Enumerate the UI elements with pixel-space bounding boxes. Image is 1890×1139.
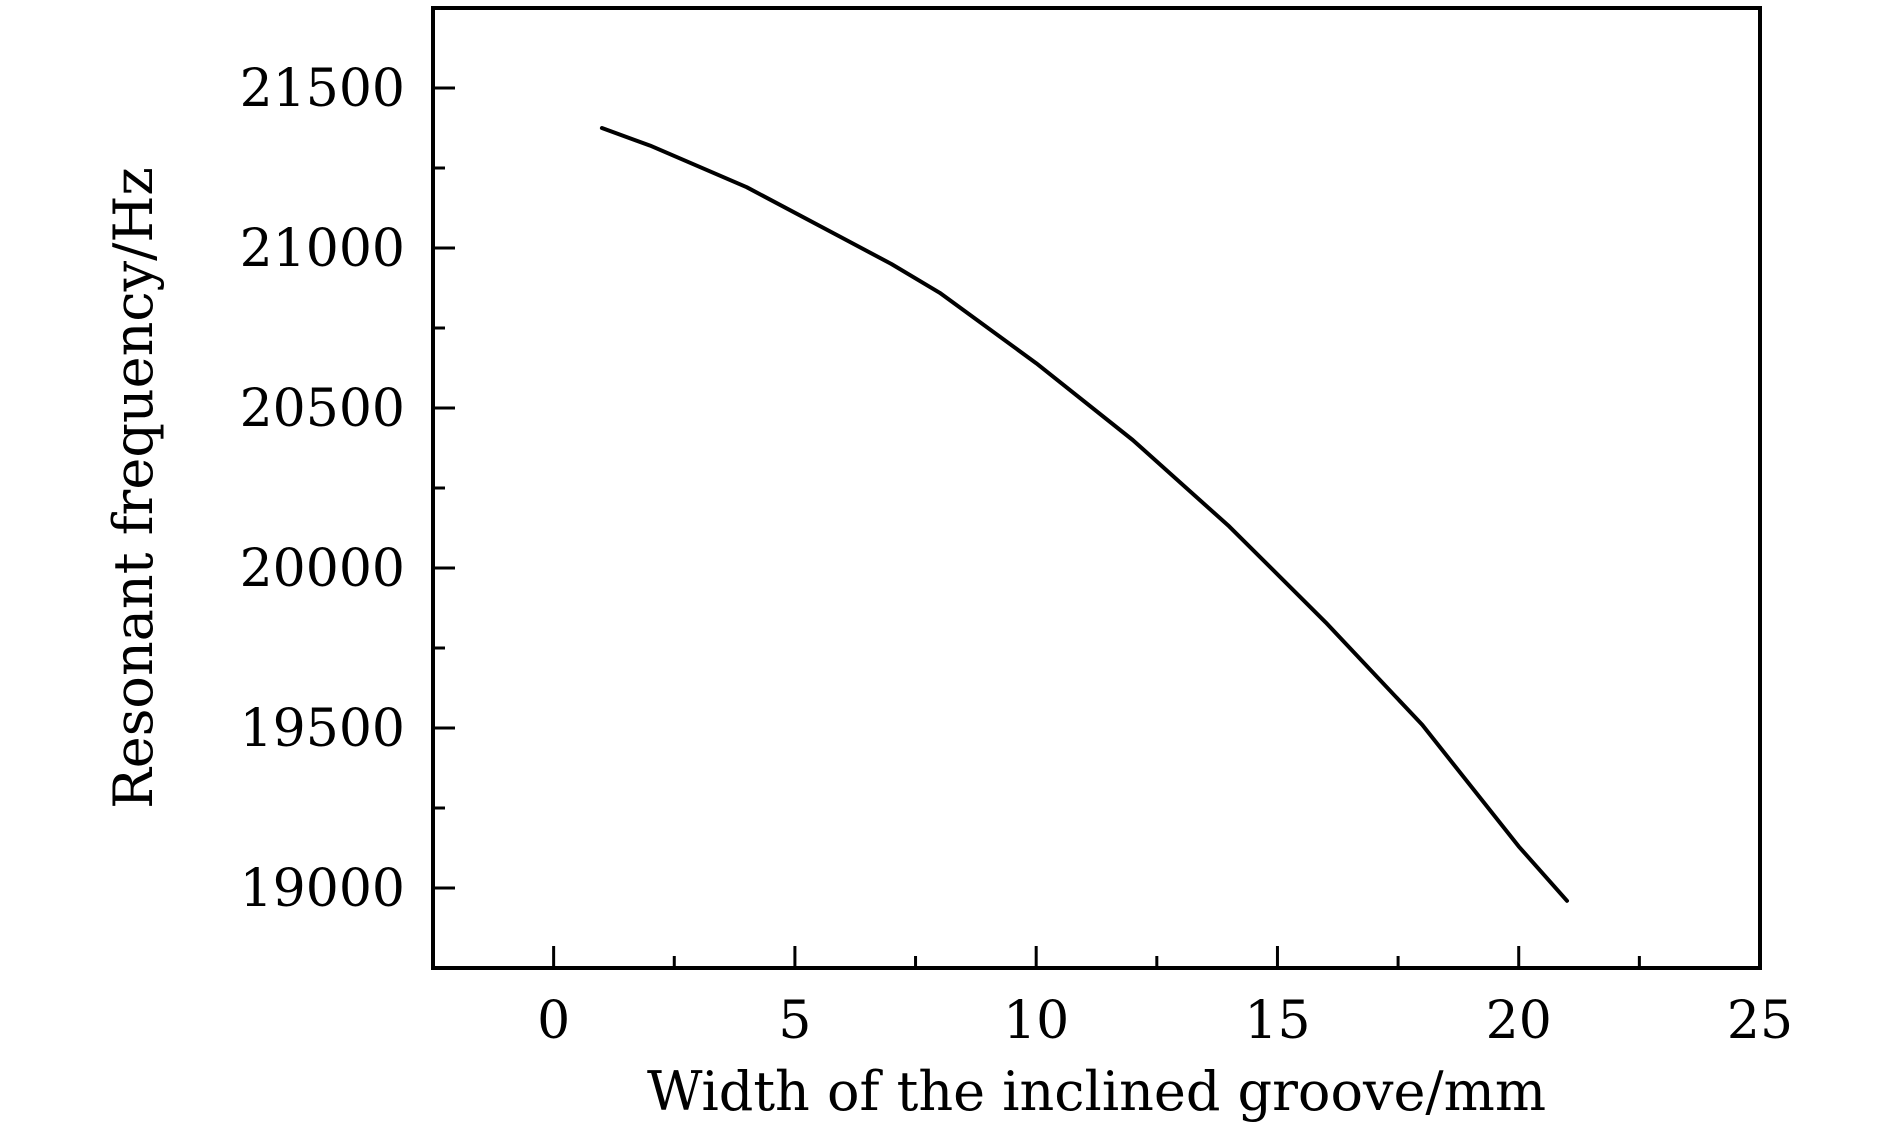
plot-frame: [431, 6, 1762, 970]
x-axis-title: Width of the inclined groove/mm: [647, 1060, 1546, 1123]
y-tick-label: 19000: [240, 859, 405, 919]
x-tick-label: 5: [778, 991, 811, 1051]
y-axis-title: Resonant frequency/Hz: [102, 167, 165, 809]
series-line-0: [599, 126, 1569, 903]
y-tick-label: 21500: [240, 59, 405, 119]
labels-layer: 0 5 10 15 20 25 19000 19500 20000 20500 21000 21500: [240, 59, 1794, 1051]
x-tick-label: 20: [1486, 991, 1552, 1051]
ticks-layer: [433, 86, 1762, 968]
x-tick-label: 15: [1244, 991, 1310, 1051]
y-tick-label: 20500: [240, 379, 405, 439]
y-tick-label: 20000: [240, 539, 405, 599]
x-tick-label: 0: [537, 991, 570, 1051]
y-tick-label: 19500: [240, 699, 405, 759]
x-tick-label: 10: [1003, 991, 1069, 1051]
y-tick-label: 21000: [240, 219, 405, 279]
x-tick-label: 25: [1727, 991, 1793, 1051]
series-layer: [599, 126, 1569, 903]
